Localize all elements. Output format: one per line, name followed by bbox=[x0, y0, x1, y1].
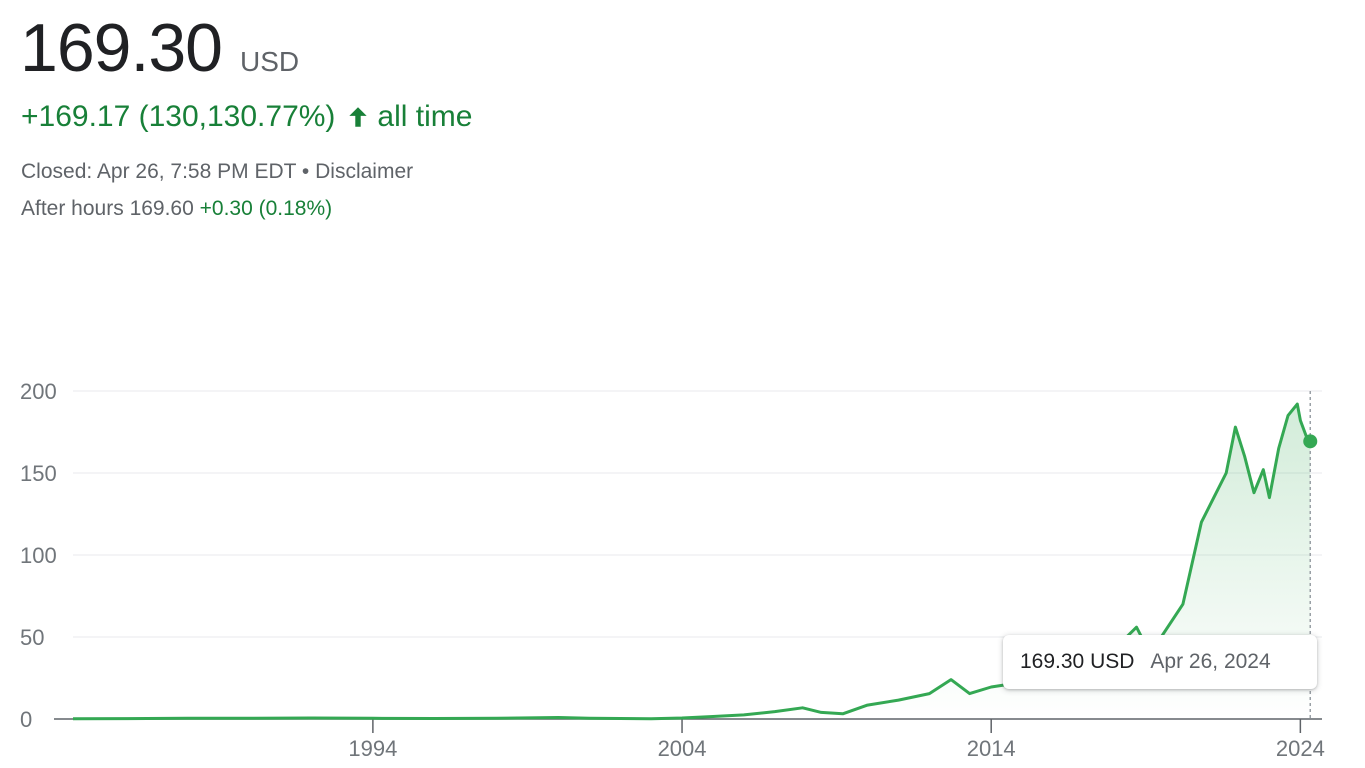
change-row: +169.17 (130,130.77%) all time bbox=[21, 100, 472, 134]
price-line[interactable] bbox=[72, 402, 1312, 721]
separator: • bbox=[296, 160, 316, 183]
disclaimer-link[interactable]: Disclaimer bbox=[315, 160, 414, 183]
axes bbox=[54, 718, 1322, 733]
current-price: 169.30 bbox=[20, 10, 223, 86]
y-tick-label: 0 bbox=[20, 707, 32, 732]
after-hours-info: After hours 169.60 +0.30 (0.18%) bbox=[21, 197, 332, 221]
y-tick-label: 200 bbox=[20, 379, 57, 404]
tooltip-date: Apr 26, 2024 bbox=[1150, 650, 1271, 673]
price-change: +169.17 (130,130.77%) bbox=[21, 100, 336, 133]
current-point bbox=[1303, 434, 1318, 449]
closed-text: Closed: Apr 26, 7:58 PM EDT bbox=[21, 160, 297, 183]
tooltip-price: 169.30 USD bbox=[1020, 650, 1135, 673]
after-hours-change: +0.30 (0.18%) bbox=[199, 197, 333, 220]
arrow-up-icon bbox=[345, 104, 371, 130]
y-tick-label: 100 bbox=[20, 543, 57, 568]
y-tick-label: 150 bbox=[20, 461, 57, 486]
x-tick-label: 1994 bbox=[348, 736, 397, 761]
x-tick-label: 2004 bbox=[658, 736, 707, 761]
x-tick-label: 2014 bbox=[967, 736, 1016, 761]
range-label: all time bbox=[377, 100, 473, 133]
price-tooltip: 169.30 USD Apr 26, 2024 bbox=[1003, 635, 1317, 689]
y-tick-label: 50 bbox=[20, 625, 44, 650]
price-row: 169.30 USD bbox=[20, 14, 299, 82]
closed-info: Closed: Apr 26, 7:58 PM EDT • Disclaimer bbox=[21, 160, 413, 184]
after-hours-price: 169.60 bbox=[129, 197, 194, 220]
currency-label: USD bbox=[239, 46, 300, 77]
x-tick-label: 2024 bbox=[1276, 736, 1325, 761]
after-hours-label: After hours bbox=[21, 197, 124, 220]
tick-labels: 0 50 100 150 200 1994 2004 2014 2024 bbox=[20, 379, 1325, 761]
grid-lines bbox=[73, 390, 1322, 638]
